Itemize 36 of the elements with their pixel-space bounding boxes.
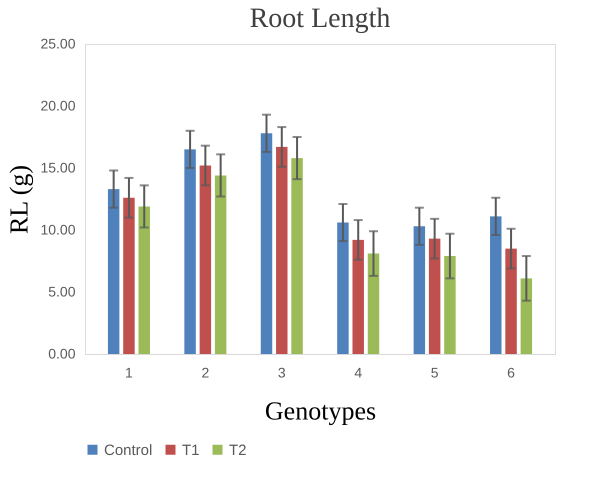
bar xyxy=(214,175,226,354)
bar xyxy=(368,254,380,354)
y-tick-label: 20.00 xyxy=(40,98,76,114)
x-tick-label: 5 xyxy=(430,364,439,380)
bar xyxy=(260,133,272,354)
bar xyxy=(352,240,364,354)
legend-label: Control xyxy=(104,442,152,459)
bar xyxy=(291,158,303,354)
bar xyxy=(444,256,456,354)
bar xyxy=(200,166,212,354)
x-axis-title: Genotypes xyxy=(264,396,376,426)
x-tick-label: 6 xyxy=(507,364,516,380)
bar xyxy=(414,226,426,354)
x-tick-label: 4 xyxy=(354,364,362,380)
bar xyxy=(490,216,502,354)
legend-label: T1 xyxy=(182,442,200,459)
bar xyxy=(138,206,150,354)
y-tick-label: 25.00 xyxy=(40,36,76,52)
bar xyxy=(184,149,196,354)
bar xyxy=(428,238,440,354)
chart-title: Root Length xyxy=(250,3,390,34)
y-tick-label: 15.00 xyxy=(40,160,76,176)
bar xyxy=(337,222,349,354)
x-tick-label: 3 xyxy=(278,364,286,380)
y-tick-label: 10.00 xyxy=(40,222,76,238)
bar xyxy=(520,278,532,354)
bar xyxy=(505,248,517,354)
x-tick-label: 1 xyxy=(125,364,134,380)
bar xyxy=(123,198,135,354)
bar xyxy=(276,146,288,354)
y-axis-title: RL (g) xyxy=(4,164,34,234)
x-tick-label: 2 xyxy=(201,364,210,380)
legend-label: T2 xyxy=(229,442,247,459)
bar xyxy=(108,189,120,354)
y-tick-label: 0.00 xyxy=(48,346,76,362)
y-tick-label: 5.00 xyxy=(48,284,76,300)
